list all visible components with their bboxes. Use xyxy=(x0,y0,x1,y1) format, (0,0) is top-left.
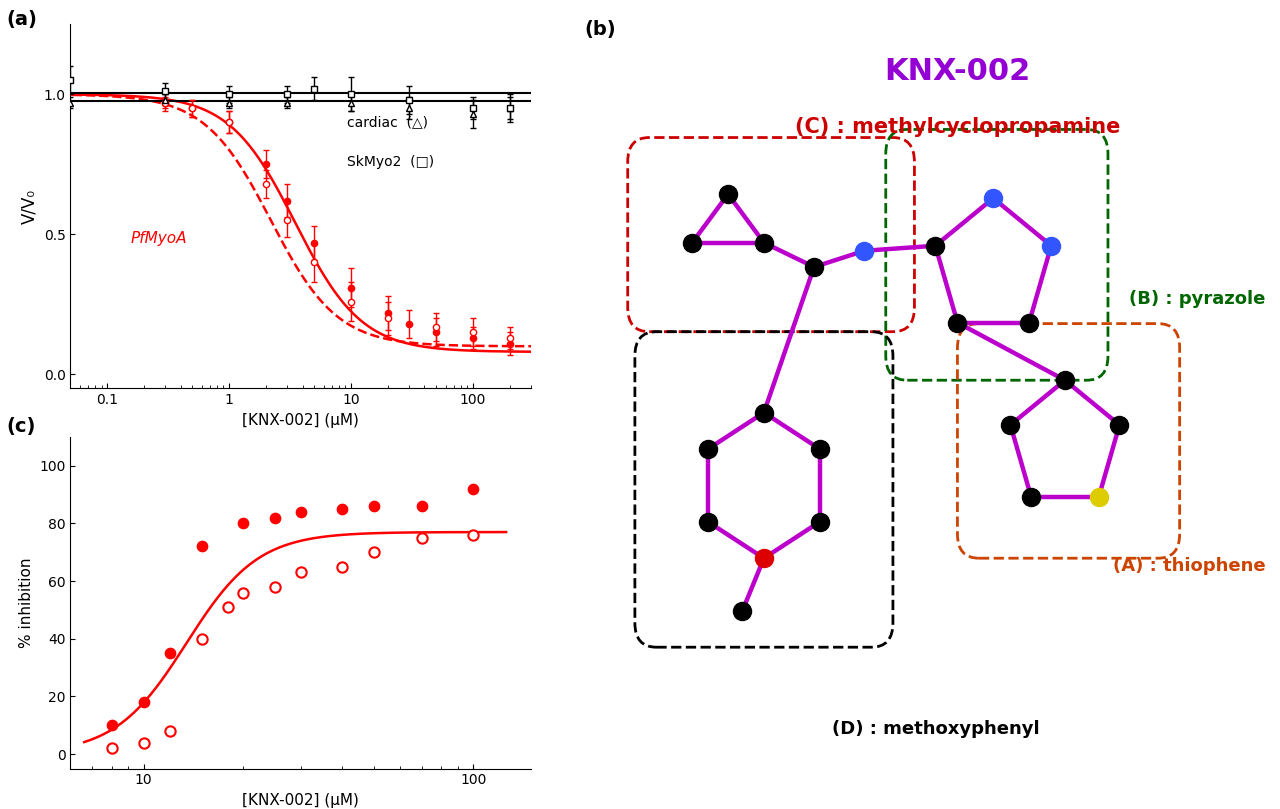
Point xyxy=(463,528,484,541)
Point xyxy=(191,633,211,646)
Point xyxy=(233,517,253,530)
Text: PfMyoA: PfMyoA xyxy=(131,231,187,246)
Point xyxy=(101,742,122,755)
Point xyxy=(412,500,433,513)
Point xyxy=(218,600,238,613)
Text: cardiac  (△): cardiac (△) xyxy=(347,115,428,129)
Point xyxy=(364,500,384,513)
Point xyxy=(332,560,352,573)
Point xyxy=(291,506,311,519)
Text: (D) : methoxyphenyl: (D) : methoxyphenyl xyxy=(832,720,1039,738)
Y-axis label: V/V₀: V/V₀ xyxy=(20,188,38,224)
Point xyxy=(160,646,180,659)
Point xyxy=(265,511,285,524)
Point xyxy=(233,587,253,599)
Point xyxy=(412,532,433,544)
Point xyxy=(265,580,285,593)
Text: (C) : methylcyclopropamine: (C) : methylcyclopropamine xyxy=(795,117,1120,138)
Point xyxy=(101,719,122,732)
Text: SkMyo2  (□): SkMyo2 (□) xyxy=(347,155,434,169)
Text: (A) : thiophene: (A) : thiophene xyxy=(1114,557,1266,575)
Point xyxy=(191,540,211,553)
Point xyxy=(133,696,154,709)
X-axis label: [KNX-002] (μM): [KNX-002] (μM) xyxy=(242,793,360,808)
Point xyxy=(133,736,154,749)
Point xyxy=(291,566,311,579)
Text: (b): (b) xyxy=(585,20,617,39)
Point xyxy=(364,546,384,559)
Text: (B) : pyrazole: (B) : pyrazole xyxy=(1129,290,1266,308)
Text: KNX-002: KNX-002 xyxy=(884,57,1030,86)
Point xyxy=(160,725,180,738)
Text: (a): (a) xyxy=(6,10,37,28)
Text: (c): (c) xyxy=(6,417,36,436)
Point xyxy=(463,482,484,495)
X-axis label: [KNX-002] (μM): [KNX-002] (μM) xyxy=(242,413,360,428)
Point xyxy=(332,502,352,515)
Y-axis label: % inhibition: % inhibition xyxy=(19,557,33,648)
